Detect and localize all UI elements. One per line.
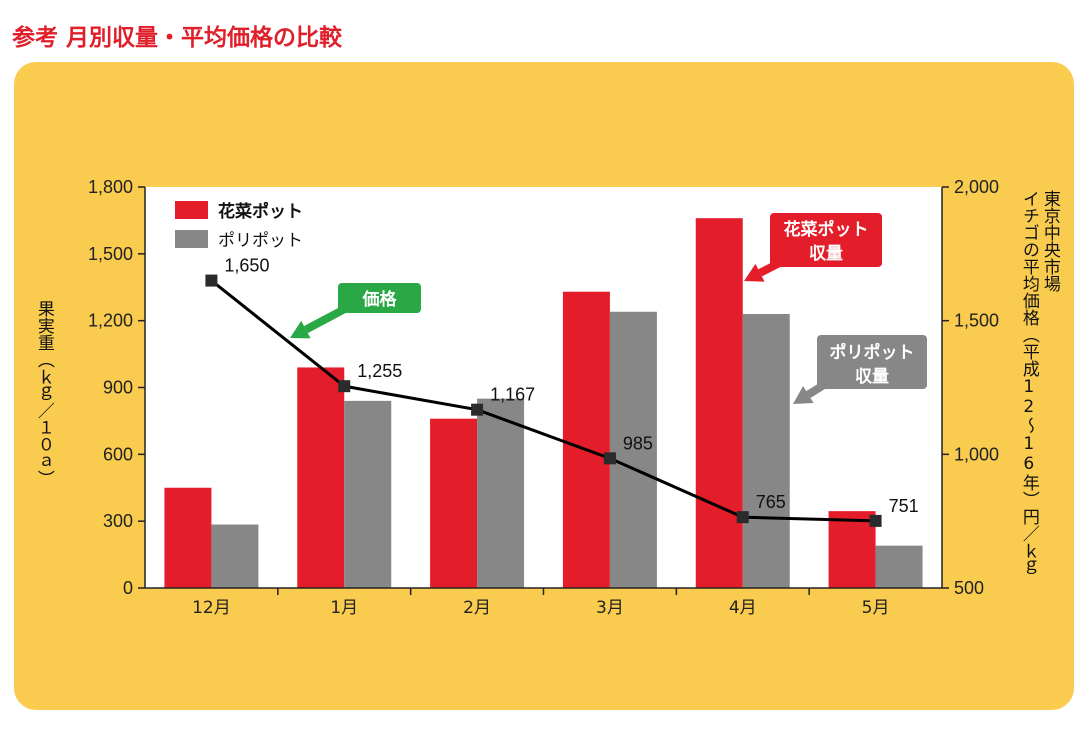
price-label: 985 (623, 433, 653, 453)
price-arrow-head (290, 320, 311, 339)
tick-label-left: 1,200 (88, 311, 133, 331)
flower-callout-box (770, 213, 882, 267)
price-label: 751 (889, 496, 919, 516)
price-label: 1,255 (357, 361, 402, 381)
legend-swatch (175, 201, 208, 219)
poly-callout-line1: ポリポット (830, 342, 915, 363)
category-label: 3月 (596, 598, 624, 618)
price-callout-label: 価格 (362, 289, 398, 310)
price-marker (205, 274, 218, 287)
bar-poly-2 (477, 398, 525, 588)
bar-flower-1 (297, 367, 345, 588)
bar-poly-3 (609, 311, 657, 588)
legend-label: 花菜ポット (218, 201, 303, 222)
bar-flower-0 (164, 487, 212, 588)
price-label: 1,167 (490, 385, 535, 405)
bar-poly-5 (875, 545, 923, 588)
bar-flower-4 (695, 218, 743, 588)
legend-swatch (175, 230, 208, 248)
y-axis-label-right-2: イチゴの平均価格（平成12～16年）円／ｋｇ (1018, 190, 1039, 576)
price-marker (338, 380, 351, 393)
tick-label-right: 2,000 (954, 177, 999, 197)
tick-label-left: 1,500 (88, 244, 133, 264)
price-marker (869, 514, 882, 527)
price-line (210, 279, 876, 523)
y-axis-label-right-1: 東京中央市場 (1039, 190, 1060, 292)
legend-label: ポリポット (218, 231, 303, 251)
category-label: 2月 (463, 598, 491, 618)
price-marker (736, 511, 749, 524)
tick-label-left: 600 (103, 444, 133, 464)
bar-poly-0 (211, 524, 259, 588)
y-axis-label-left: 果実重（ｋｇ／１０ａ） (33, 300, 54, 487)
bar-flower-2 (430, 418, 478, 588)
tick-label-left: 0 (123, 578, 133, 598)
price-marker (471, 403, 484, 416)
flower-callout-line2: 収量 (809, 243, 843, 264)
tick-label-right: 1,500 (954, 311, 999, 331)
category-label: 12月 (192, 598, 231, 618)
tick-label-left: 300 (103, 511, 133, 531)
flower-arrow-head (744, 263, 765, 282)
price-label: 765 (756, 492, 786, 512)
flower-callout-line1: 花菜ポット (784, 219, 869, 240)
tick-label-left: 1,800 (88, 177, 133, 197)
category-label: 1月 (330, 598, 358, 618)
page-title: 参考 月別収量・平均価格の比較 (12, 25, 343, 51)
price-callout-box (338, 283, 421, 313)
tick-label-right: 500 (954, 578, 984, 598)
bar-flower-3 (562, 291, 610, 588)
bar-flower-5 (828, 511, 876, 588)
tick-label-left: 900 (103, 378, 133, 398)
tick-label-right: 1,000 (954, 444, 999, 464)
price-marker (603, 452, 616, 465)
bar-poly-4 (742, 313, 790, 588)
poly-arrow-head (793, 386, 814, 404)
category-label: 5月 (862, 598, 890, 618)
price-label: 1,650 (224, 256, 269, 276)
category-label: 4月 (729, 598, 757, 618)
bar-poly-1 (344, 400, 392, 588)
poly-callout-line2: 収量 (855, 366, 889, 387)
poly-callout-box (817, 335, 927, 389)
